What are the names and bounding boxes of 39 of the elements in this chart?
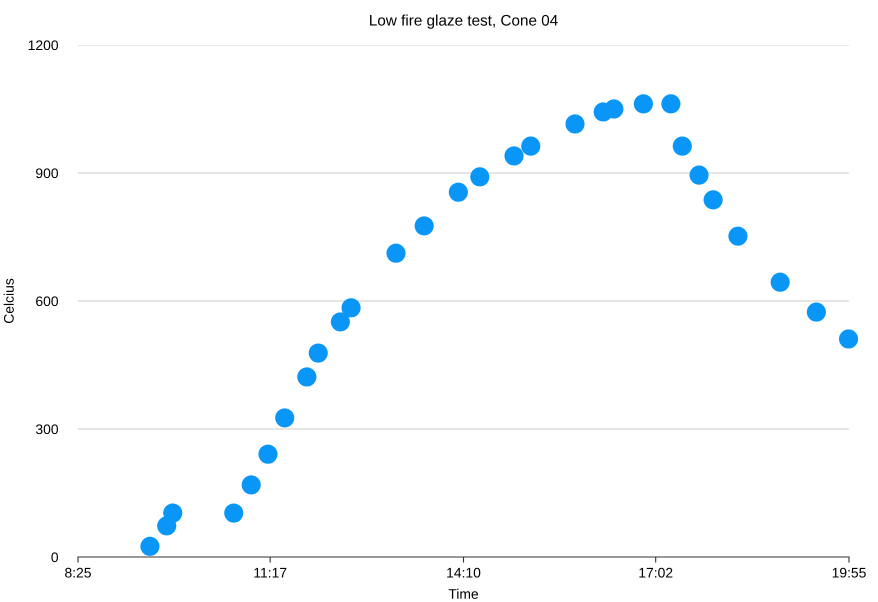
x-tick-label: 8:25 <box>65 568 91 578</box>
point <box>838 329 858 349</box>
point <box>414 216 434 236</box>
point <box>770 272 790 292</box>
x-tick-label: 19:55 <box>832 568 866 578</box>
point <box>661 94 680 114</box>
point <box>672 136 692 156</box>
point <box>689 166 709 185</box>
chart-title: Low fire glaze test, Cone 04 <box>370 14 558 29</box>
point <box>297 367 316 387</box>
point <box>728 226 748 246</box>
point <box>163 503 182 523</box>
point <box>806 302 826 322</box>
x-tick-label: 14:10 <box>447 568 480 578</box>
x-axis-title: Time <box>448 588 478 599</box>
point <box>224 503 244 523</box>
point <box>242 475 261 494</box>
y-tick-label: 300 <box>36 424 58 434</box>
point <box>504 146 524 166</box>
point <box>448 182 468 202</box>
point <box>140 536 160 556</box>
point <box>330 312 350 332</box>
point <box>704 190 723 210</box>
y-tick-label: 0 <box>51 552 58 562</box>
x-tick-label: 17:02 <box>639 568 672 578</box>
point <box>308 343 328 363</box>
point <box>275 408 294 428</box>
y-tick-label: 900 <box>36 168 58 178</box>
point <box>634 94 653 114</box>
y-tick-label: 600 <box>36 296 58 306</box>
point <box>258 444 278 464</box>
point <box>521 136 540 156</box>
point <box>386 244 406 263</box>
x-tick-label: 11:17 <box>254 568 286 578</box>
point <box>470 167 490 186</box>
point <box>342 298 361 318</box>
y-axis-title: Celcius <box>4 278 14 324</box>
y-tick-label: 1200 <box>28 40 58 50</box>
point <box>565 114 585 134</box>
